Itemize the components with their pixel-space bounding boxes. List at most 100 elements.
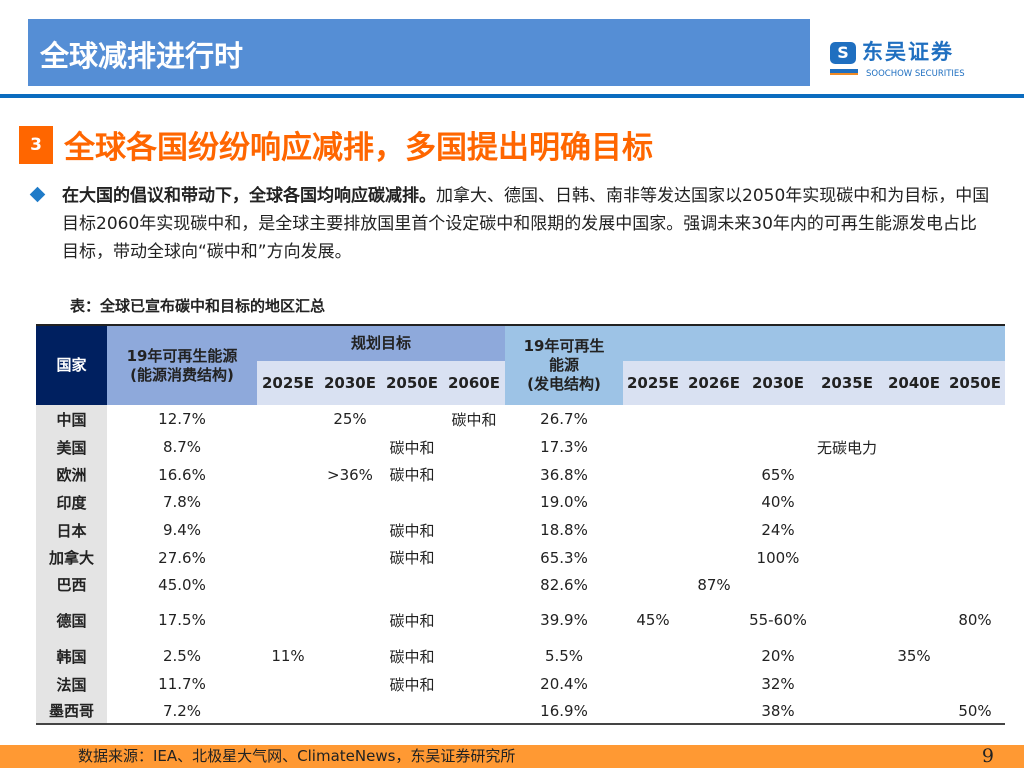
country-cell: 德国 xyxy=(36,598,107,642)
value-cell xyxy=(623,571,683,598)
country-cell: 欧洲 xyxy=(36,461,107,488)
value-cell: 50% xyxy=(958,701,992,720)
value-cell: 36.8% xyxy=(540,465,588,484)
value-cell xyxy=(883,461,945,488)
value-cell xyxy=(443,461,505,488)
table-caption: 表：全球已宣布碳中和目标的地区汇总 xyxy=(70,297,326,315)
value-cell xyxy=(745,433,811,461)
value-cell: 65.3% xyxy=(540,548,588,567)
value-cell xyxy=(745,571,811,598)
value-cell xyxy=(683,670,745,698)
value-cell xyxy=(623,405,683,433)
value-cell xyxy=(945,544,1005,571)
value-cell xyxy=(319,516,381,544)
value-cell: 82.6% xyxy=(540,575,588,594)
header-divider xyxy=(0,94,1024,98)
table-row: 德国 17.5% 碳中和 39.9% 45% 55-60% 80% xyxy=(36,598,1005,642)
header-gen-year: 2025E xyxy=(623,361,683,405)
value-cell xyxy=(443,433,505,461)
value-cell: 5.5% xyxy=(544,647,584,665)
value-cell: 碳中和 xyxy=(389,675,435,694)
value-cell xyxy=(811,405,883,433)
value-cell xyxy=(683,598,745,642)
value-cell: 40% xyxy=(761,493,795,511)
header-gen-year: 2040E xyxy=(883,361,945,405)
value-cell xyxy=(945,571,1005,598)
table-row: 美国 8.7% 碳中和 17.3% 无碳电力 xyxy=(36,433,1005,461)
table-row: 巴西 45.0% 82.6% 87% xyxy=(36,571,1005,598)
value-cell xyxy=(683,488,745,516)
value-cell: 26.7% xyxy=(540,410,588,428)
country-cell: 法国 xyxy=(36,670,107,698)
value-cell: 2.5% xyxy=(162,647,202,665)
value-cell xyxy=(623,433,683,461)
value-cell: 19.0% xyxy=(540,493,588,511)
value-cell xyxy=(683,433,745,461)
value-cell xyxy=(811,571,883,598)
value-cell xyxy=(381,571,443,598)
value-cell xyxy=(945,433,1005,461)
value-cell xyxy=(257,461,319,488)
value-cell xyxy=(623,642,683,670)
value-cell: 16.9% xyxy=(540,701,588,720)
value-cell xyxy=(443,488,505,516)
value-cell xyxy=(683,461,745,488)
value-cell xyxy=(257,698,319,724)
table-row: 欧洲 16.6% >36% 碳中和 36.8% 65% xyxy=(36,461,1005,488)
paragraph-lead: 在大国的倡议和带动下，全球各国均响应碳减排。 xyxy=(62,186,436,206)
country-cell: 墨西哥 xyxy=(36,698,107,724)
value-cell: 38% xyxy=(761,701,795,720)
table-row: 日本 9.4% 碳中和 18.8% 24% xyxy=(36,516,1005,544)
table-row: 中国 12.7% 25% 碳中和 26.7% xyxy=(36,405,1005,433)
value-cell xyxy=(811,461,883,488)
value-cell: 9.4% xyxy=(162,521,202,539)
value-cell xyxy=(945,488,1005,516)
value-cell: 17.5% xyxy=(158,611,206,629)
value-cell xyxy=(883,544,945,571)
header-generation: 19年可再生 能源 (发电结构) xyxy=(505,325,623,405)
logo-bar xyxy=(830,69,858,75)
header-plan-year: 2025E xyxy=(257,361,319,405)
value-cell xyxy=(443,544,505,571)
value-cell xyxy=(381,405,443,433)
value-cell xyxy=(623,488,683,516)
logo-en: SOOCHOW SECURITIES xyxy=(866,69,965,79)
value-cell: 27.6% xyxy=(158,548,206,567)
value-cell xyxy=(683,544,745,571)
value-cell: 无碳电力 xyxy=(816,438,877,457)
value-cell: 39.9% xyxy=(540,611,588,629)
table-row: 韩国 2.5% 11% 碳中和 5.5% 20% 35% xyxy=(36,642,1005,670)
value-cell xyxy=(319,698,381,724)
value-cell: 32% xyxy=(761,675,795,693)
value-cell xyxy=(811,670,883,698)
value-cell xyxy=(381,488,443,516)
header-gen-year: 2050E xyxy=(945,361,1005,405)
value-cell xyxy=(319,571,381,598)
header-plan-year: 2050E xyxy=(381,361,443,405)
value-cell: 35% xyxy=(897,647,931,665)
value-cell xyxy=(683,698,745,724)
diamond-bullet-icon xyxy=(29,186,46,203)
value-cell: 45.0% xyxy=(158,575,206,594)
value-cell xyxy=(257,488,319,516)
country-cell: 印度 xyxy=(36,488,107,516)
body-paragraph: 在大国的倡议和带动下，全球各国均响应碳减排。加拿大、德国、日韩、南非等发达国家以… xyxy=(62,182,992,266)
value-cell xyxy=(257,670,319,698)
value-cell xyxy=(811,642,883,670)
table-row: 印度 7.8% 19.0% 40% xyxy=(36,488,1005,516)
value-cell: 碳中和 xyxy=(451,410,497,429)
value-cell xyxy=(683,405,745,433)
value-cell xyxy=(883,433,945,461)
value-cell xyxy=(381,698,443,724)
value-cell: 碳中和 xyxy=(389,438,435,457)
value-cell xyxy=(443,670,505,698)
value-cell xyxy=(623,670,683,698)
value-cell xyxy=(945,405,1005,433)
country-cell: 美国 xyxy=(36,433,107,461)
value-cell: 7.8% xyxy=(162,493,202,511)
value-cell xyxy=(945,516,1005,544)
value-cell: 碳中和 xyxy=(389,647,435,666)
value-cell: 16.6% xyxy=(158,465,206,484)
slide-title: 全球减排进行时 xyxy=(28,19,810,86)
value-cell: >36% xyxy=(327,465,373,484)
